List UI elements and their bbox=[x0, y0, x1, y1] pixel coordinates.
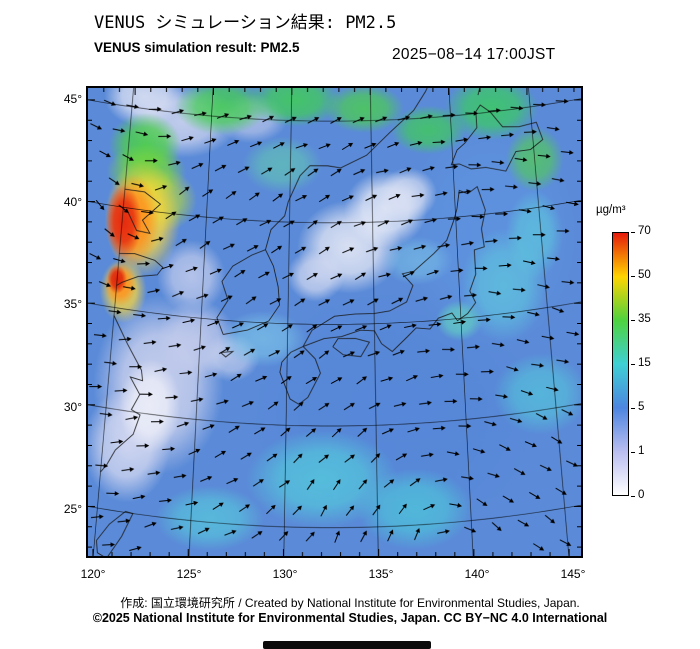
colorbar-tick-mark bbox=[631, 452, 635, 453]
lon-tick-label: 135° bbox=[368, 567, 394, 581]
colorbar-tick-mark bbox=[631, 276, 635, 277]
page-title-english: VENUS simulation result: PM2.5 bbox=[94, 40, 300, 55]
lon-tick-label: 120° bbox=[80, 567, 106, 581]
bottom-bar bbox=[263, 641, 431, 649]
colorbar-tick-label: 35 bbox=[638, 313, 651, 325]
pm25-concentration-map bbox=[86, 86, 583, 558]
colorbar-tick-mark bbox=[631, 320, 635, 321]
colorbar-tick-label: 5 bbox=[638, 401, 645, 413]
colorbar-tick-mark bbox=[631, 408, 635, 409]
lat-tick-label: 45° bbox=[63, 92, 82, 106]
lat-tick-label: 25° bbox=[63, 502, 82, 516]
colorbar bbox=[612, 232, 629, 496]
colorbar-tick-mark bbox=[631, 364, 635, 365]
credit-line: 作成: 国立環境研究所 / Created by National Instit… bbox=[120, 596, 580, 610]
lon-tick-label: 130° bbox=[272, 567, 298, 581]
lat-tick-label: 35° bbox=[63, 297, 82, 311]
colorbar-tick-label: 15 bbox=[638, 357, 651, 369]
lon-tick-label: 140° bbox=[464, 567, 490, 581]
lat-tick-label: 40° bbox=[63, 194, 82, 209]
colorbar-tick-mark bbox=[631, 496, 635, 497]
lat-tick-label: 30° bbox=[63, 399, 82, 414]
colorbar-unit-label: µg/m³ bbox=[596, 204, 626, 216]
forecast-timestamp: 2025−08−14 17:00JST bbox=[392, 46, 556, 63]
page-title-japanese: VENUS シミュレーション結果: PM2.5 bbox=[94, 13, 397, 33]
colorbar-tick-label: 1 bbox=[638, 445, 645, 457]
colorbar-tick-label: 70 bbox=[638, 225, 651, 237]
colorbar-tick-label: 50 bbox=[638, 269, 651, 281]
lon-tick-label: 125° bbox=[176, 567, 202, 581]
license-line: ©2025 National Institute for Environment… bbox=[92, 611, 608, 625]
lon-tick-label: 145° bbox=[560, 567, 586, 581]
colorbar-tick-mark bbox=[631, 232, 635, 233]
colorbar-tick-label: 0 bbox=[638, 489, 645, 501]
